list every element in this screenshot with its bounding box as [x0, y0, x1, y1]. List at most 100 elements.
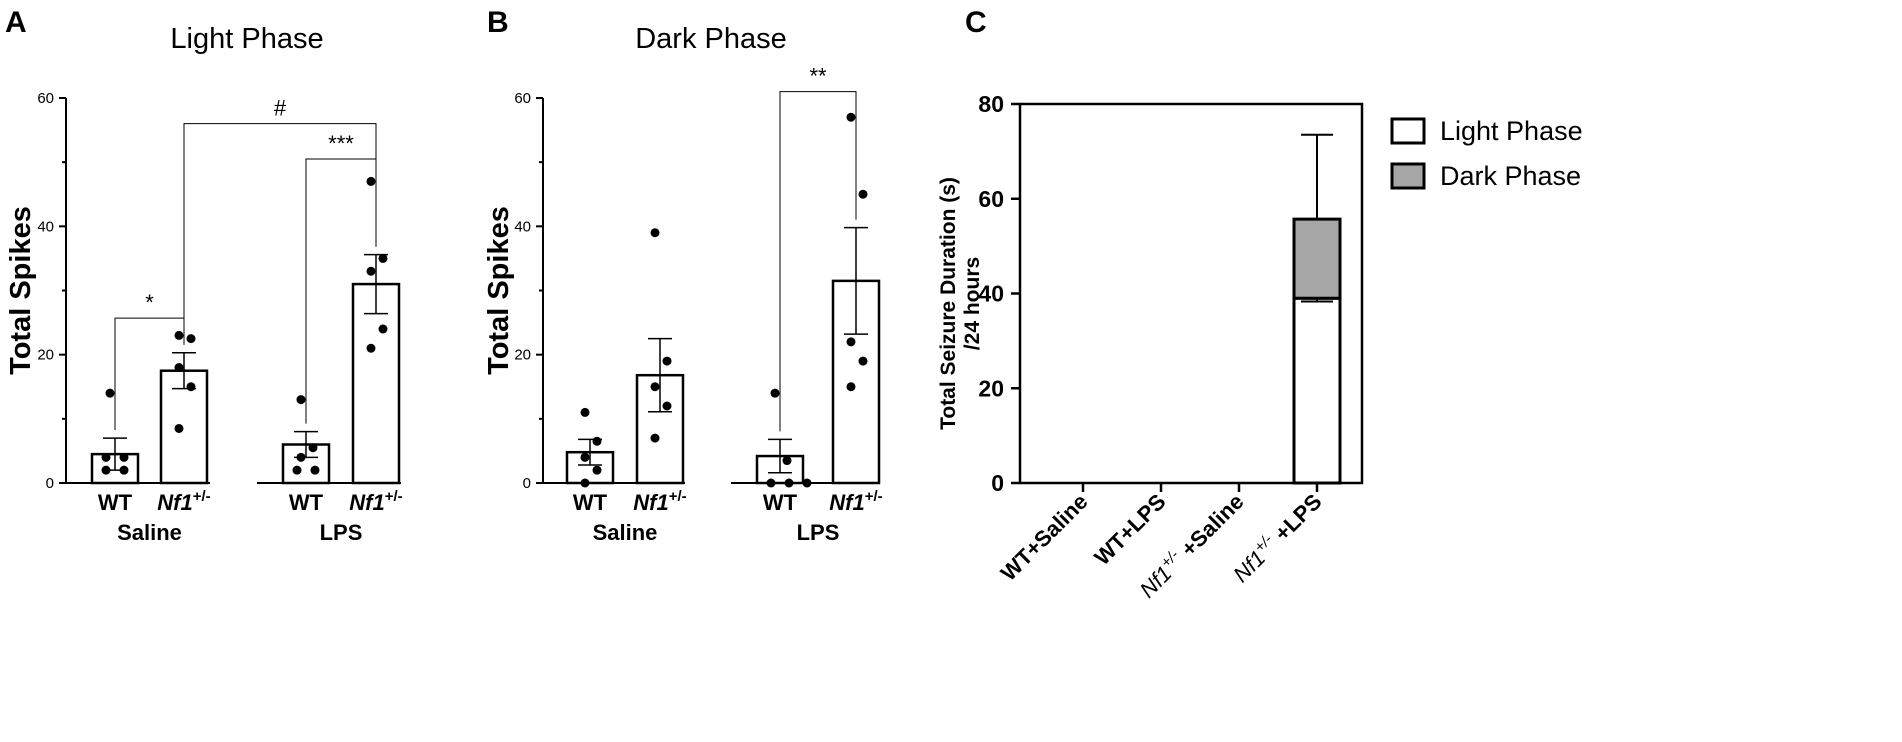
panel-a-xlabel-0: WT: [98, 490, 133, 515]
panel-a-point-2-4: [310, 465, 320, 475]
panel-b-ytick-label-0: 0: [523, 475, 531, 492]
panel-a-bracket-2: [183, 123, 377, 345]
panel-b-point-2-3: [784, 478, 794, 488]
panel-b-point-3-4: [846, 382, 856, 392]
panel-a-point-1-2: [174, 363, 184, 372]
panel-c-ytick-label-4: 80: [978, 91, 1004, 117]
panel-a-group-0: Saline: [117, 520, 182, 545]
panel-b-point-3-2: [846, 337, 856, 347]
panel-a-point-0-3: [101, 465, 111, 475]
panel-c-ytick-label-1: 20: [978, 375, 1004, 401]
panel-b-title: Dark Phase: [635, 23, 787, 55]
panel-a-point-1-4: [174, 423, 184, 433]
panel-b-point-0-2: [580, 452, 590, 462]
panel-b-point-0-3: [592, 465, 602, 475]
panel-a-point-2-1: [308, 443, 318, 453]
panel-c-ytick-label-0: 0: [991, 470, 1004, 496]
panel-c-xlabel-0-prefix: WT+Saline: [996, 489, 1093, 586]
panel-a-xlabel-3-sup: +/-: [385, 488, 403, 505]
panel-a-xlabel-3: Nf1+/-: [349, 488, 402, 515]
panel-b-ytick-label-3: 60: [514, 90, 531, 107]
panel-b-point-1-2: [650, 382, 660, 392]
panel-a-point-1-0: [174, 330, 184, 340]
panel-b-point-2-0: [770, 388, 780, 398]
panel-c-ytick-label-3: 60: [978, 186, 1004, 212]
panel-a-xlabel-0-base: WT: [98, 490, 133, 515]
panel-c-xlabel-0: WT+Saline: [996, 489, 1093, 586]
panel-c-legend-swatch-0: [1390, 117, 1426, 145]
panel-a-group-1: LPS: [320, 520, 363, 545]
panel-a-point-3-3: [378, 324, 388, 334]
panel-b-letter: B: [487, 6, 509, 39]
panel-a-xlabel-1-sup: +/-: [193, 488, 211, 505]
panel-b-group-0: Saline: [593, 520, 658, 545]
panel-c-bar-light-3: [1292, 296, 1342, 485]
panel-a-ylabel: Total Spikes: [5, 206, 37, 375]
panel-a-letter: A: [5, 6, 27, 39]
panel-c-legend-label-1: Dark Phase: [1440, 161, 1581, 191]
panel-b-ytick-label-2: 40: [514, 218, 531, 235]
panel-a-title: Light Phase: [170, 23, 323, 55]
panel-b-point-2-1: [782, 456, 792, 466]
panel-a-xlabel-2-base: WT: [289, 490, 324, 515]
panel-a-xlabel-1: Nf1+/-: [157, 488, 210, 515]
panel-a-point-0-4: [119, 465, 129, 475]
panel-a-sig-label-0: *: [145, 290, 154, 315]
panel-b-point-2-2: [766, 478, 776, 488]
panel-c-ytick-label-2: 40: [978, 281, 1004, 307]
panel-c-xlabel-3-suffix: +LPS: [1265, 489, 1326, 550]
panel-b-xlabel-0-base: WT: [573, 490, 608, 515]
panel-a-ytick-label-1: 20: [37, 347, 54, 364]
panel-a-point-0-0: [105, 388, 115, 398]
panel-a-point-3-2: [366, 266, 376, 276]
panel-a-point-1-1: [186, 334, 196, 344]
panel-b-point-3-1: [858, 189, 868, 199]
panel-a-point-2-2: [296, 452, 306, 462]
panel-c-ylabel-line1: Total Seizure Duration (s): [937, 177, 960, 430]
panel-b-point-1-3: [662, 401, 672, 411]
panel-b-point-0-0: [580, 407, 590, 417]
panel-b-xlabel-3-sup: +/-: [865, 488, 883, 505]
panel-a-xlabel-3-base: Nf1: [349, 490, 384, 515]
panel-b-bracket-0: [779, 91, 857, 432]
panel-b-ytick-label-1: 20: [514, 347, 531, 364]
panel-b-xlabel-0: WT: [573, 490, 608, 515]
panel-b-point-1-4: [650, 433, 660, 443]
panel-a-sig-label-2: #: [274, 96, 287, 121]
panel-b-xlabel-1: Nf1+/-: [633, 488, 686, 515]
panel-b-xlabel-1-base: Nf1: [633, 490, 668, 515]
panel-c-ylabel-line2: /24 hours: [961, 257, 984, 350]
panel-b-xlabel-3: Nf1+/-: [829, 488, 882, 515]
panel-a-sig-label-1: ***: [328, 131, 354, 156]
panel-c-legend-label-0: Light Phase: [1440, 116, 1583, 146]
panel-a-ytick-label-2: 40: [37, 218, 54, 235]
panel-a-point-3-0: [366, 176, 376, 186]
panel-a-bar-2: [281, 443, 331, 485]
panel-a-point-1-3: [186, 382, 196, 392]
panel-a-point-2-0: [296, 395, 306, 405]
panel-a-xlabel-1-base: Nf1: [157, 490, 192, 515]
panel-c-xlabel-2-suffix: +Saline: [1172, 489, 1249, 566]
panel-b-point-0-4: [580, 478, 590, 488]
panel-c-legend-swatch-1: [1390, 162, 1426, 190]
panel-b-xlabel-1-sup: +/-: [669, 488, 687, 505]
panel-b-point-3-0: [846, 112, 856, 122]
panel-b-point-3-3: [858, 356, 868, 366]
panel-b-point-1-0: [650, 228, 660, 238]
panel-a-xlabel-2: WT: [289, 490, 324, 515]
panel-c-bar-dark-3: [1292, 217, 1342, 300]
panel-a-point-3-4: [366, 343, 376, 353]
panel-a-ytick-label-3: 60: [37, 90, 54, 107]
panel-b-xlabel-3-base: Nf1: [829, 490, 864, 515]
panel-a-point-0-2: [119, 452, 129, 462]
panel-a-point-0-1: [101, 452, 111, 462]
panel-b-point-0-1: [592, 436, 602, 446]
panel-b-point-1-1: [662, 356, 672, 366]
panel-b-sig-label-0: **: [809, 64, 827, 89]
panel-a-point-3-1: [378, 253, 388, 263]
panel-c-letter: C: [965, 6, 987, 39]
panel-c-ylabel: Total Seizure Duration (s)/24 hours: [937, 177, 984, 430]
panel-a-ytick-label-0: 0: [46, 475, 54, 492]
panel-b-group-1: LPS: [797, 520, 840, 545]
